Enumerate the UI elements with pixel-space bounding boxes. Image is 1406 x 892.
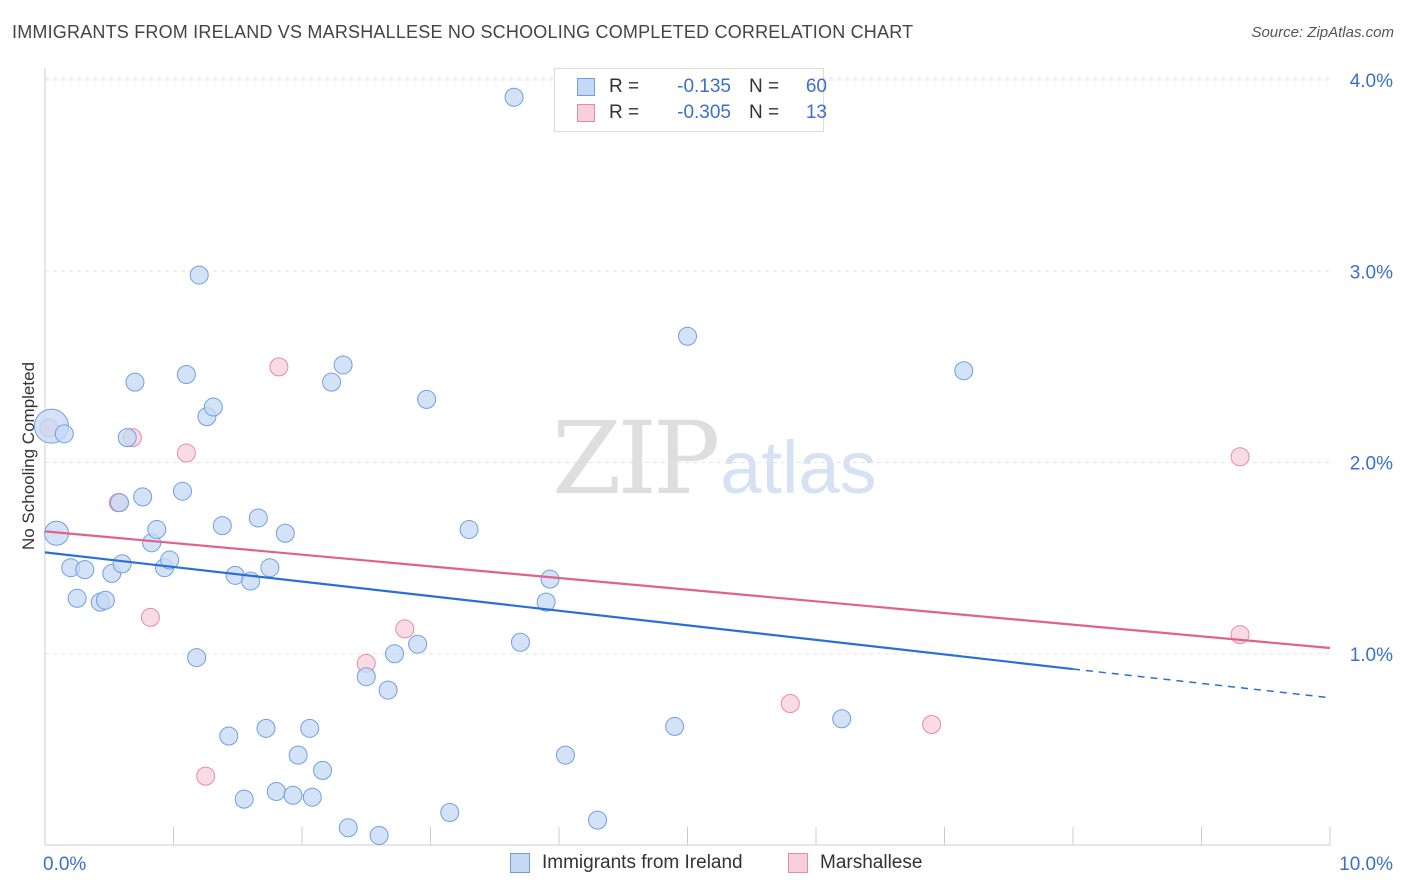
ireland-point	[176, 365, 196, 385]
ireland-point	[234, 789, 254, 809]
legend-r-label: R =	[609, 76, 640, 97]
legend-swatch-marshallese	[788, 853, 808, 873]
ireland-point	[338, 818, 358, 838]
ireland-point	[172, 481, 192, 501]
legend-n-label: N =	[749, 76, 780, 97]
ireland-point	[369, 825, 389, 845]
ireland-point	[133, 487, 153, 507]
ireland-point	[117, 428, 137, 448]
ireland-point	[302, 787, 322, 807]
ireland-point	[147, 519, 167, 539]
ireland-point	[510, 632, 530, 652]
legend-row-ireland: R = -0.135 N = 60	[577, 75, 827, 99]
x-tick-label: 0.0%	[43, 854, 86, 875]
y-axis-label: No Schooling Completed	[19, 362, 38, 550]
ireland-point	[588, 810, 608, 830]
ireland-point	[378, 680, 398, 700]
ireland-point	[440, 802, 460, 822]
ireland-point	[112, 554, 132, 574]
ireland-point	[266, 781, 286, 801]
marshallese-point	[196, 766, 216, 786]
ireland-point	[832, 709, 852, 729]
ireland-point	[954, 361, 974, 381]
legend-n-value: 60	[805, 76, 827, 97]
ireland-point	[125, 372, 145, 392]
series-legend: Immigrants from Ireland Marshallese	[0, 852, 1406, 878]
legend-row-marshallese: R = -0.305 N = 13	[577, 101, 827, 125]
ireland-point	[300, 718, 320, 738]
ireland-point	[288, 745, 308, 765]
y-tick-label: 4.0%	[1350, 71, 1393, 92]
ireland-point	[678, 326, 697, 346]
ireland-point	[219, 726, 239, 746]
legend-label-marshallese: Marshallese	[820, 852, 923, 873]
ireland-point	[248, 508, 268, 528]
legend-n-value: 13	[805, 102, 827, 123]
ireland-point	[322, 372, 342, 392]
watermark: ZIPatlas	[552, 400, 877, 517]
ireland-trendline	[44, 551, 1074, 671]
ireland-point	[187, 648, 207, 668]
ireland-point	[54, 424, 74, 444]
ireland-point	[333, 355, 353, 375]
y-tick-label: 3.0%	[1350, 262, 1393, 283]
y-tick-label: 1.0%	[1350, 645, 1393, 666]
ireland-point	[189, 265, 209, 285]
legend-swatch-marshallese	[577, 104, 595, 122]
watermark-atlas: atlas	[720, 426, 877, 509]
ireland-point	[212, 516, 232, 536]
x-tick-label: 10.0%	[1339, 854, 1393, 875]
ireland-point	[256, 718, 276, 738]
ireland-point	[260, 558, 280, 578]
legend-item-marshallese: Marshallese	[788, 852, 922, 874]
marshallese-point	[176, 443, 196, 463]
ireland-trendline-extension	[1072, 668, 1331, 699]
legend-n-label: N =	[749, 102, 780, 123]
legend-label-ireland: Immigrants from Ireland	[542, 852, 743, 873]
legend-swatch-ireland	[577, 78, 595, 96]
marshallese-trendline	[44, 530, 1331, 650]
ireland-point	[75, 560, 95, 580]
correlation-legend: R = -0.135 N = 60 R = -0.305 N = 13	[554, 68, 827, 132]
ireland-point	[160, 550, 180, 570]
ireland-point	[408, 634, 428, 654]
marshallese-point	[395, 619, 415, 639]
ireland-point	[110, 493, 130, 513]
marshallese-point	[140, 607, 160, 627]
legend-r-value: -0.135	[677, 76, 731, 97]
ireland-point	[67, 588, 87, 608]
ireland-point	[665, 716, 685, 736]
legend-r-label: R =	[609, 102, 640, 123]
legend-r-value: -0.305	[677, 102, 731, 123]
ireland-point	[275, 523, 295, 543]
ireland-point	[356, 667, 376, 687]
y-tick-label: 2.0%	[1350, 454, 1393, 475]
marshallese-point	[269, 357, 289, 377]
marshallese-point	[922, 715, 942, 735]
legend-swatch-ireland	[510, 853, 530, 873]
ireland-point	[459, 519, 479, 539]
ireland-point	[536, 592, 556, 612]
ireland-point	[540, 569, 560, 589]
ireland-point	[504, 87, 524, 107]
ireland-point	[95, 590, 115, 610]
marshallese-point	[1230, 447, 1250, 467]
ireland-point	[203, 397, 223, 417]
ireland-point	[555, 745, 575, 765]
chart-title: IMMIGRANTS FROM IRELAND VS MARSHALLESE N…	[12, 22, 914, 42]
ireland-point	[385, 644, 405, 664]
marshallese-point	[780, 693, 800, 713]
legend-item-ireland: Immigrants from Ireland	[510, 852, 743, 874]
ireland-point	[313, 760, 333, 780]
watermark-zip: ZIP	[552, 400, 720, 517]
ireland-point	[283, 785, 303, 805]
ireland-point	[417, 389, 437, 409]
source-label: Source: ZipAtlas.com	[1251, 24, 1394, 41]
